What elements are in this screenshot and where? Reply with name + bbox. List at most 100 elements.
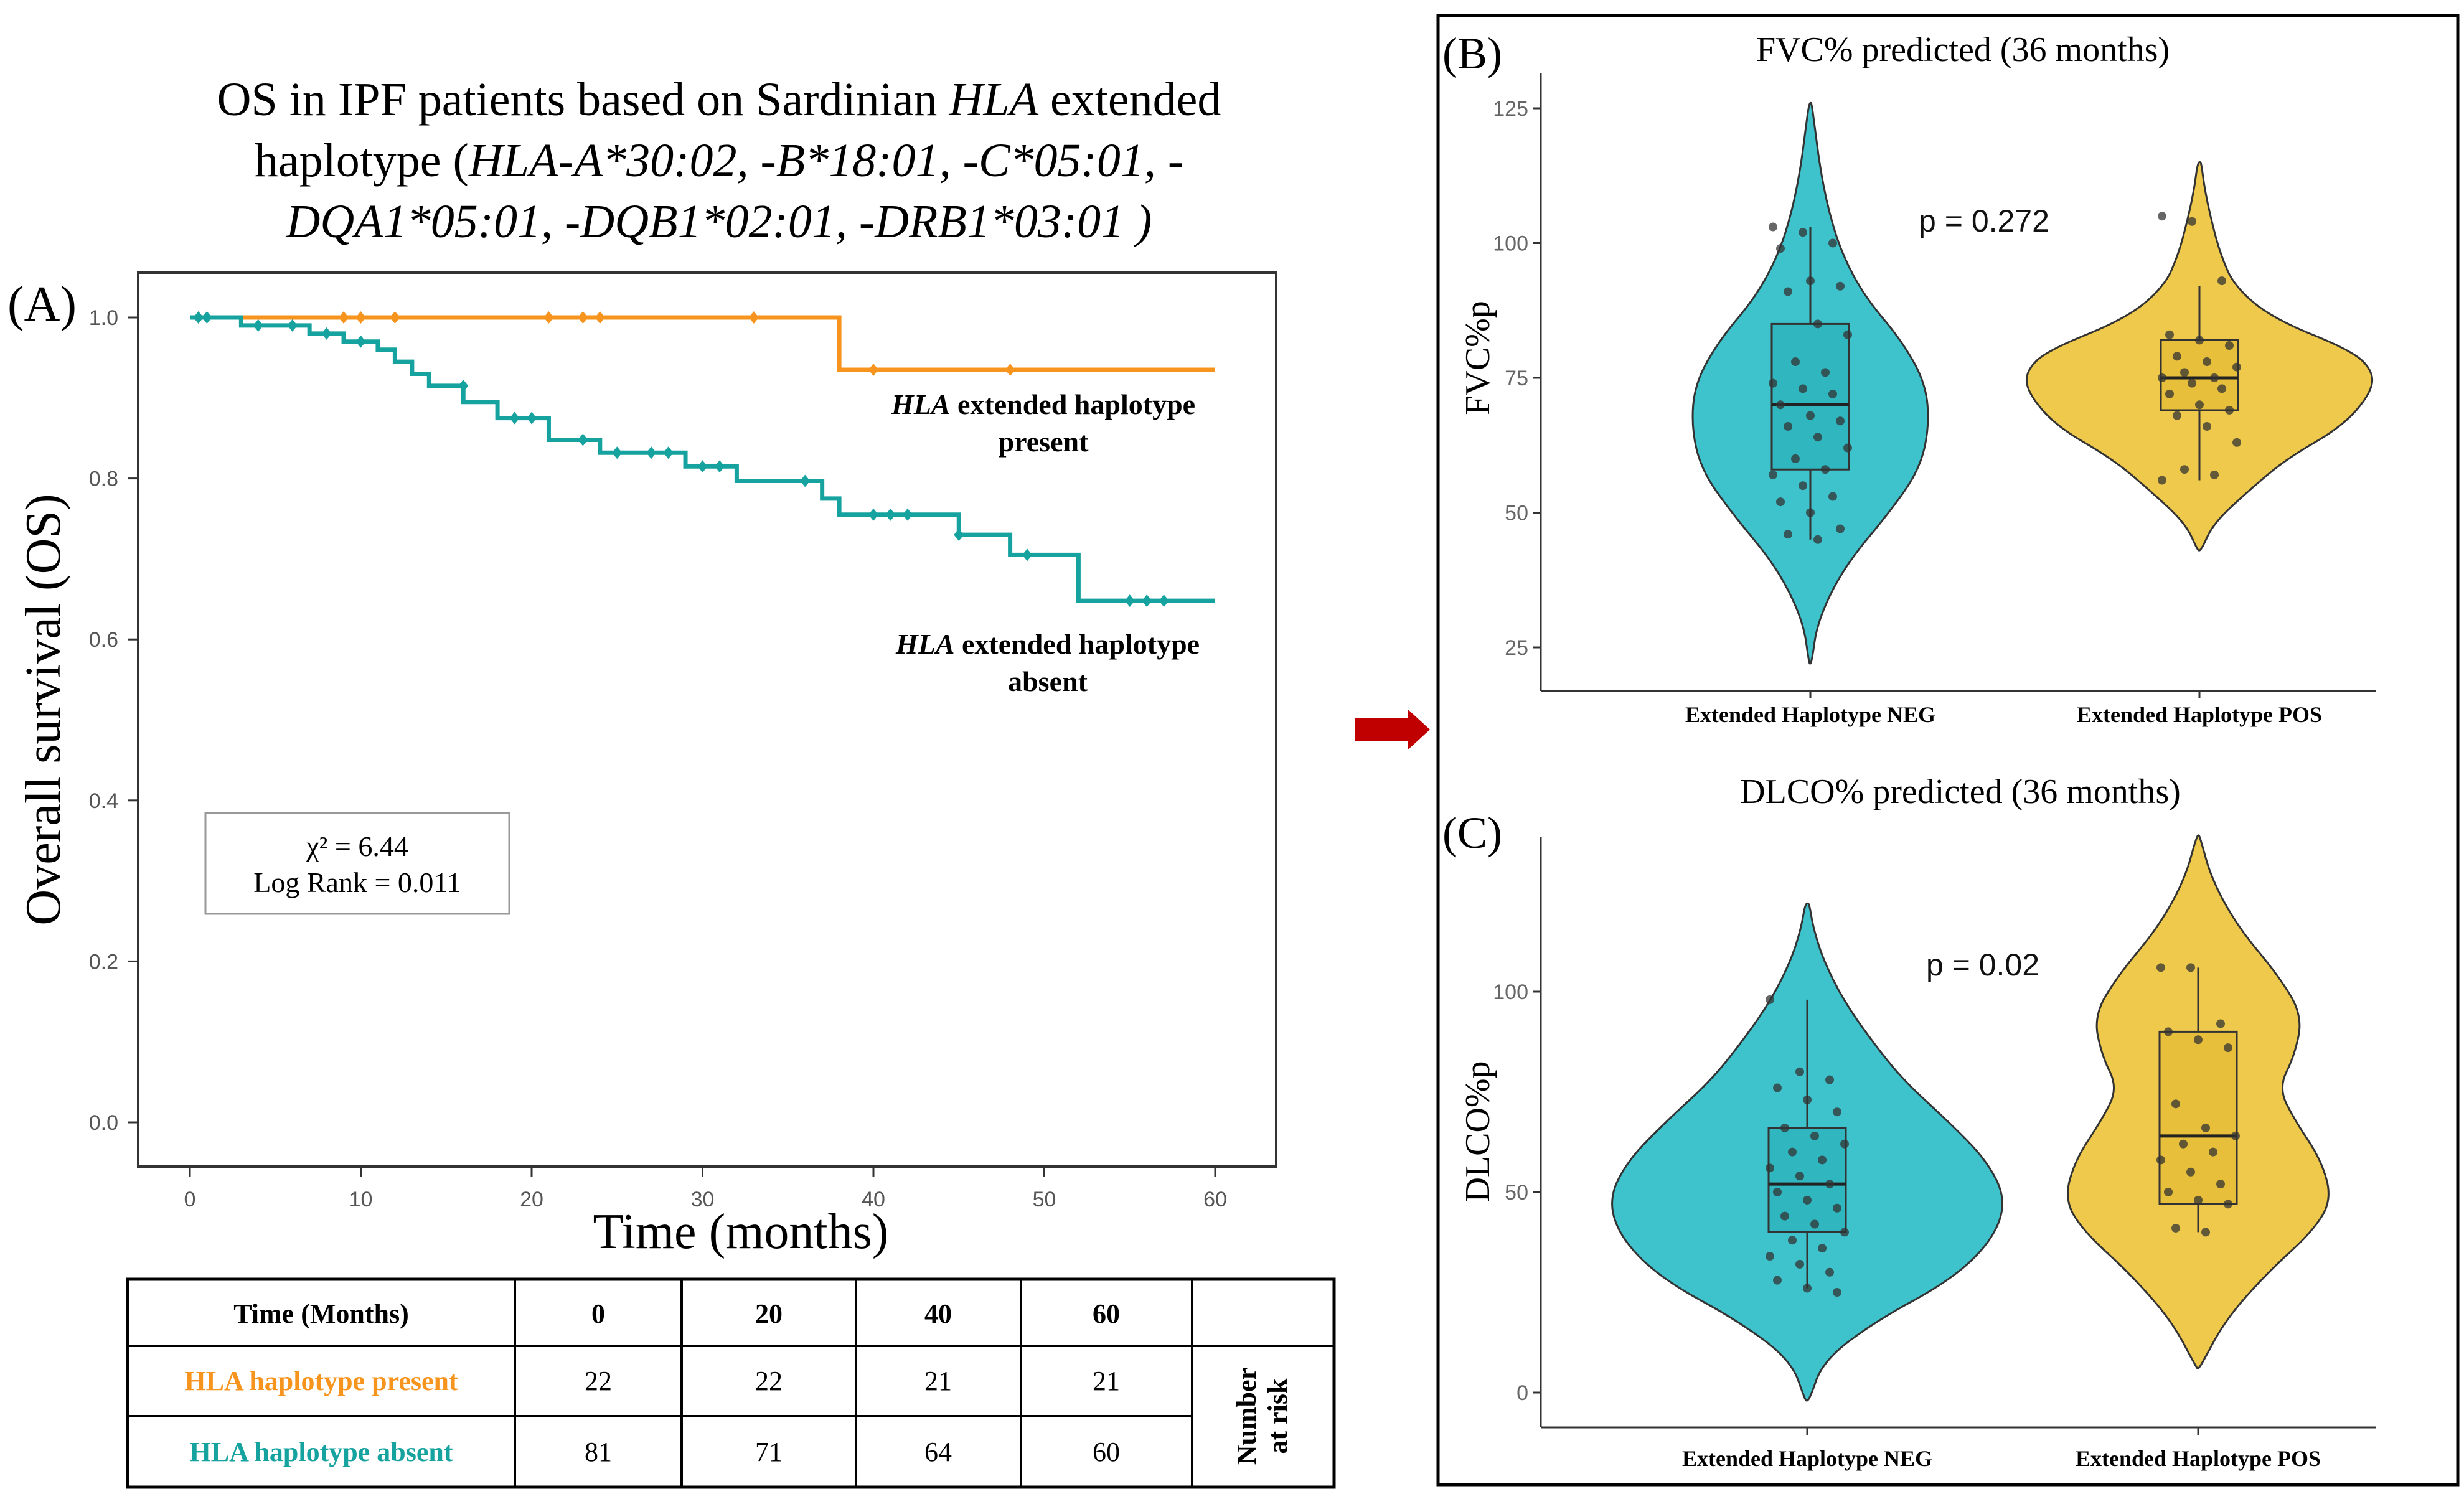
violinC-point bbox=[1810, 1131, 1819, 1140]
km-curve-absent-censor-mark bbox=[193, 311, 204, 324]
risk-row-present-60: 21 bbox=[1093, 1366, 1120, 1396]
km-x-tick-label: 20 bbox=[520, 1188, 543, 1211]
violinB-y-tick-label: 75 bbox=[1505, 367, 1528, 390]
risk-header-60: 60 bbox=[1093, 1299, 1120, 1329]
panel-c-label: (C) bbox=[1442, 808, 1502, 858]
violinB-point bbox=[2203, 421, 2211, 431]
km-curve-present bbox=[190, 315, 1215, 372]
violinC-point bbox=[1818, 1155, 1827, 1165]
panel-b-plot: 25 50 75 100 125 bbox=[1493, 73, 2376, 698]
km-curve-present-censor-mark bbox=[595, 311, 605, 324]
violinC-point bbox=[1803, 1195, 1812, 1205]
km-curve-absent-censor-mark bbox=[954, 529, 964, 542]
arrow-icon bbox=[1355, 710, 1430, 749]
km-y-tick-label: 0.4 bbox=[89, 789, 118, 813]
km-curve-absent-censor-mark bbox=[1159, 594, 1169, 608]
km-y-tick-label: 0.8 bbox=[89, 467, 118, 491]
violinC-point bbox=[2171, 1099, 2180, 1109]
violinB-point bbox=[2195, 400, 2204, 410]
violinB-point bbox=[1791, 454, 1800, 463]
violinC-y-tick-label: 0 bbox=[1516, 1381, 1528, 1405]
present-curve-label-line2: present bbox=[999, 426, 1089, 458]
number-at-risk-line2: at risk bbox=[1263, 1378, 1293, 1454]
violinB-point bbox=[2165, 330, 2174, 339]
violinC-point bbox=[2216, 1180, 2225, 1189]
number-at-risk-line1: Number bbox=[1231, 1368, 1262, 1465]
violinC-point bbox=[2156, 963, 2165, 972]
violinB-point bbox=[2203, 357, 2211, 367]
panel-c-p-value: p = 0.02 bbox=[1926, 947, 2039, 982]
violinC-point bbox=[2209, 1147, 2217, 1157]
violinB-point bbox=[1784, 421, 1792, 431]
panel-a-title-line2: haplotype (HLA-A*30:02, -B*18:01, -C*05:… bbox=[255, 134, 1183, 187]
risk-row-absent-0: 81 bbox=[585, 1437, 612, 1467]
km-curve-absent-censor-mark bbox=[714, 460, 725, 473]
violinB-point bbox=[2232, 438, 2241, 447]
violinB-point bbox=[1828, 389, 1837, 398]
violinC-point bbox=[1833, 1107, 1841, 1117]
violinB-point bbox=[1821, 465, 1830, 474]
violinB-point bbox=[2165, 389, 2174, 398]
violinC-box-pos bbox=[2158, 1030, 2238, 1205]
violinC-point bbox=[1766, 1163, 1774, 1173]
present-curve-label-line1: HLA extended haplotype bbox=[891, 388, 1195, 420]
km-curve-absent-censor-mark bbox=[202, 311, 212, 324]
violinB-point bbox=[2232, 362, 2241, 372]
violinB-point bbox=[1799, 384, 1807, 393]
violinC-point bbox=[2194, 1195, 2203, 1205]
absent-curve-label-line1: HLA extended haplotype bbox=[895, 628, 1200, 660]
km-curve-absent-censor-mark bbox=[885, 508, 896, 521]
km-curve-absent-censor-mark bbox=[1124, 594, 1135, 608]
km-curve-absent-censor-mark bbox=[697, 460, 708, 473]
risk-header-0: 0 bbox=[591, 1299, 605, 1329]
violinC-point bbox=[1780, 1123, 1789, 1132]
violinB-point bbox=[2173, 352, 2181, 361]
violinB-point bbox=[1769, 222, 1777, 232]
violinB-point bbox=[2217, 384, 2226, 393]
violinB-point bbox=[1799, 481, 1807, 491]
violinB-point bbox=[1776, 244, 1785, 253]
km-curve-absent-censor-mark bbox=[355, 335, 366, 348]
violinC-point bbox=[2201, 1123, 2210, 1132]
violinC-point bbox=[2224, 1200, 2232, 1209]
violinB-y-tick-label: 25 bbox=[1505, 636, 1528, 660]
violinB-point bbox=[1813, 319, 1822, 329]
km-curve-present-censor-mark bbox=[868, 364, 878, 377]
violinC-point bbox=[1840, 1139, 1849, 1149]
violinB-point bbox=[1813, 535, 1822, 544]
violinB-point bbox=[1806, 508, 1815, 517]
violinC-point bbox=[1825, 1075, 1834, 1084]
km-y-tick-label: 1.0 bbox=[89, 306, 118, 330]
violinB-point bbox=[1769, 470, 1777, 479]
violinB-y-tick-label: 100 bbox=[1493, 232, 1528, 256]
km-y-tick-label: 0.0 bbox=[89, 1111, 118, 1135]
violinB-point bbox=[1836, 416, 1845, 426]
violinC-point bbox=[2194, 1035, 2203, 1045]
km-curve-present-censor-mark bbox=[578, 311, 588, 324]
violinC-y-tick-label: 50 bbox=[1505, 1181, 1528, 1205]
km-curve-absent-censor-mark bbox=[509, 411, 520, 425]
km-y-tick-label: 0.6 bbox=[89, 628, 118, 652]
violinC-point bbox=[1833, 1203, 1841, 1213]
risk-row-present-0: 22 bbox=[585, 1366, 612, 1396]
km-x-tick-label: 10 bbox=[349, 1188, 373, 1211]
panel-a-label: (A) bbox=[7, 277, 77, 332]
risk-row-present-40: 21 bbox=[924, 1366, 952, 1396]
panel-b-title: FVC% predicted (36 months) bbox=[1756, 31, 2170, 69]
violinB-point bbox=[2225, 341, 2234, 350]
risk-row-absent-60: 60 bbox=[1093, 1437, 1120, 1467]
violinB-point bbox=[1813, 433, 1822, 442]
violinB-point bbox=[1784, 287, 1792, 296]
violinB-point bbox=[2158, 476, 2166, 485]
km-x-tick-label: 0 bbox=[184, 1188, 196, 1211]
violinB-point bbox=[2188, 217, 2196, 226]
violinC-point bbox=[1803, 1284, 1812, 1293]
panel-b-y-label: FVC%p bbox=[1459, 301, 1497, 415]
violinC-point bbox=[1788, 1147, 1797, 1157]
km-curve-absent-censor-mark bbox=[458, 379, 469, 392]
km-curve-present-censor-mark bbox=[748, 311, 759, 324]
violinC-point bbox=[1833, 1288, 1841, 1297]
violinB-point bbox=[2158, 374, 2166, 382]
violinC-point bbox=[2216, 1019, 2225, 1028]
